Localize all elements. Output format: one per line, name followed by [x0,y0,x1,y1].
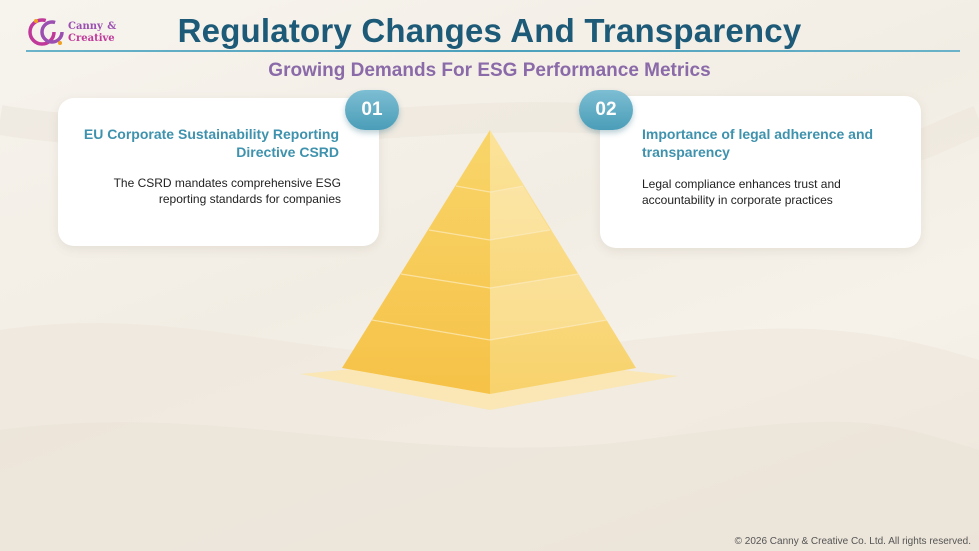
pyramid-highlights [490,186,607,340]
pyramid-left-face [342,130,490,394]
slide-title: Regulatory Changes And Transparency [177,12,802,49]
pyramid-graphic [300,130,678,410]
card-csrd: EU Corporate Sustainability Reporting Di… [58,98,379,246]
card-body: The CSRD mandates comprehensive ESG repo… [113,176,341,206]
card-heading: EU Corporate Sustainability Reporting Di… [83,126,339,160]
logo-emblem-icon [28,18,64,46]
copyright-footer: © 2026 Canny & Creative Co. Ltd. All rig… [734,536,971,547]
logo-ampersand: & [107,21,117,32]
card-body: Legal compliance enhances trust and acco… [642,177,841,207]
number-badge: 02 [579,90,633,130]
pyramid-right-face [490,130,636,394]
company-logo: Canny & Creative [28,14,118,50]
logo-text-canny: Canny [68,21,103,32]
pyramid-layer-lines [371,185,608,341]
logo-text-creative: Creative [68,33,115,44]
title-underline [26,50,960,52]
number-badge: 01 [345,90,399,130]
card-legal-adherence: Importance of legal adherence and transp… [600,96,921,248]
slide-subtitle: Growing Demands For ESG Performance Metr… [268,60,711,81]
card-heading: Importance of legal adherence and transp… [642,126,874,160]
